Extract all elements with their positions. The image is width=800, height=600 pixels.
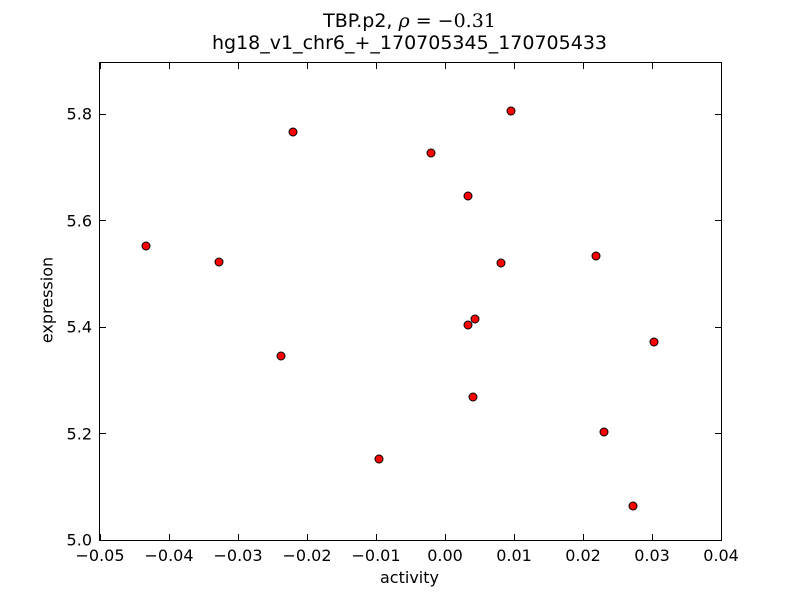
x-tick-mark xyxy=(582,63,584,69)
data-point xyxy=(628,501,638,511)
data-point xyxy=(374,454,384,464)
data-point xyxy=(141,241,151,251)
data-point xyxy=(599,427,609,437)
data-point xyxy=(214,257,224,267)
data-point xyxy=(468,392,478,402)
x-tick-mark xyxy=(99,63,101,69)
y-tick-mark xyxy=(715,220,721,222)
data-point xyxy=(496,258,506,268)
x-tick-label: 0.00 xyxy=(427,546,463,565)
chart-title: TBP.p2, ρ = −0.31 xyxy=(99,10,720,32)
x-tick-label: −0.04 xyxy=(144,546,194,565)
x-tick-mark xyxy=(720,63,722,69)
x-tick-mark xyxy=(306,63,308,69)
y-tick-mark xyxy=(100,539,106,541)
x-tick-mark xyxy=(375,63,377,69)
y-tick-mark xyxy=(715,433,721,435)
x-tick-mark xyxy=(168,63,170,69)
y-tick-label: 5.8 xyxy=(66,104,92,124)
x-tick-mark xyxy=(651,534,653,540)
y-tick-mark xyxy=(100,220,106,222)
y-tick-mark xyxy=(100,113,106,115)
chart-subtitle: hg18_v1_chr6_+_170705345_170705433 xyxy=(211,32,607,55)
data-point xyxy=(649,337,659,347)
x-tick-mark xyxy=(582,534,584,540)
data-point xyxy=(463,191,473,201)
x-tick-label: −0.05 xyxy=(75,546,125,565)
x-tick-mark xyxy=(375,534,377,540)
x-tick-mark xyxy=(168,534,170,540)
x-tick-mark xyxy=(99,534,101,540)
x-tick-label: −0.01 xyxy=(351,546,401,565)
x-tick-mark xyxy=(444,63,446,69)
x-tick-mark xyxy=(651,63,653,69)
x-tick-mark xyxy=(513,63,515,69)
data-point xyxy=(470,314,480,324)
y-tick-mark xyxy=(100,326,106,328)
data-point xyxy=(276,351,286,361)
y-tick-label: 5.2 xyxy=(66,424,92,444)
x-tick-label: 0.03 xyxy=(634,546,670,565)
y-tick-mark xyxy=(715,539,721,541)
title-block: TBP.p2, ρ = −0.31 hg18_v1_chr6_+_1707053… xyxy=(99,10,720,55)
y-tick-label: 5.0 xyxy=(66,530,92,550)
y-tick-mark xyxy=(715,113,721,115)
data-point xyxy=(506,106,516,116)
x-axis-label: activity xyxy=(380,568,439,587)
chart-title-prefix: TBP.p2, xyxy=(323,10,399,32)
data-point xyxy=(591,251,601,261)
rho-value: = −0.31 xyxy=(409,10,496,32)
x-tick-mark xyxy=(306,534,308,540)
x-tick-label: −0.02 xyxy=(282,546,332,565)
y-tick-mark xyxy=(715,326,721,328)
x-tick-mark xyxy=(513,534,515,540)
x-tick-label: 0.01 xyxy=(496,546,532,565)
y-tick-label: 5.6 xyxy=(66,211,92,231)
x-tick-label: −0.03 xyxy=(213,546,263,565)
plot-area: −0.05 −0.04 −0.03 −0.02 −0.01 0.00 0.01 0.02 0.0… xyxy=(67,62,739,565)
x-tick-label: 0.02 xyxy=(565,546,601,565)
y-axis-label: expression xyxy=(37,256,57,344)
rho-symbol: ρ xyxy=(398,10,410,32)
y-tick-label: 5.4 xyxy=(66,317,92,337)
data-point xyxy=(288,127,298,137)
x-tick-label: 0.04 xyxy=(703,546,739,565)
data-point xyxy=(463,320,473,330)
x-tick-mark xyxy=(444,534,446,540)
y-tick-mark xyxy=(100,433,106,435)
x-tick-mark xyxy=(720,534,722,540)
data-point xyxy=(426,148,435,158)
x-tick-mark xyxy=(237,63,239,69)
x-tick-mark xyxy=(237,534,239,540)
